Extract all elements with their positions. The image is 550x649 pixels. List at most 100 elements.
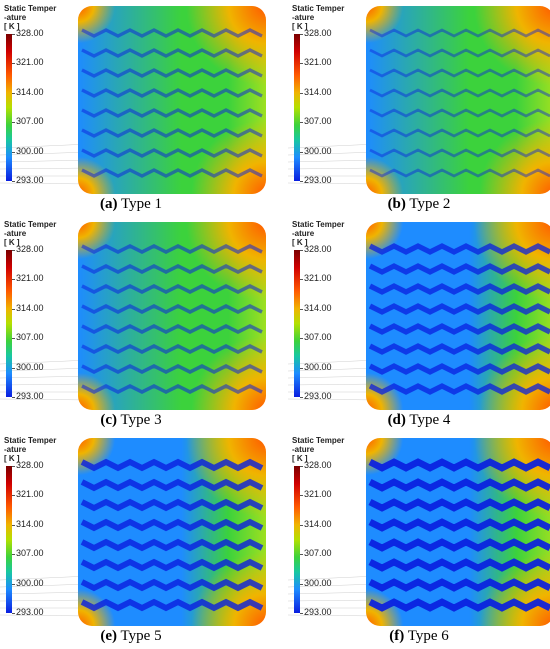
- legend-title: Static Temper -ature[ K ]: [4, 220, 56, 247]
- tick-mark: [12, 367, 15, 369]
- cold-channel: [369, 48, 550, 58]
- grid-line: [0, 383, 90, 386]
- panel-6: Static Temper -ature[ K ] 328.00 321.00 314.…: [288, 432, 550, 645]
- caption-label: Type 3: [120, 412, 162, 428]
- cold-channel: [80, 458, 264, 472]
- cold-channel: [80, 498, 264, 512]
- temperature-contour: [366, 438, 550, 626]
- cold-channel: [81, 88, 263, 98]
- tick-mark: [300, 466, 303, 467]
- legend-title: Static Temper -ature[ K ]: [4, 4, 56, 31]
- tick-label: 328.00: [304, 460, 332, 470]
- tick-label: 307.00: [16, 332, 44, 343]
- tick-mark: [12, 122, 15, 124]
- grid-line: [0, 614, 90, 617]
- tick-label: 307.00: [16, 548, 44, 559]
- legend-title: Static Temper -ature[ K ]: [292, 436, 344, 463]
- cold-channel: [81, 148, 263, 158]
- legend-title-line: -ature: [4, 229, 27, 238]
- tick-label: 314.00: [304, 86, 332, 97]
- color-bar: [6, 466, 12, 613]
- cold-channel: [368, 578, 550, 592]
- caption-letter: (f): [389, 628, 405, 644]
- tick-mark: [12, 613, 15, 614]
- legend-title-line: -ature: [4, 445, 27, 454]
- panel-caption: (b) Type 2: [288, 196, 550, 213]
- tick-mark: [12, 583, 15, 585]
- cold-channel: [368, 383, 550, 395]
- tick-label: 321.00: [16, 273, 44, 284]
- perspective-grid: [0, 143, 90, 185]
- tick-mark: [12, 466, 15, 467]
- panel-caption: (c) Type 3: [0, 412, 262, 429]
- tick-mark: [12, 63, 15, 65]
- grid-line: [0, 367, 90, 372]
- tick-mark: [300, 367, 303, 369]
- tick-label: 328.00: [16, 244, 44, 254]
- tick-mark: [300, 63, 303, 65]
- tick-mark: [300, 338, 303, 340]
- cold-channel: [81, 264, 263, 274]
- tick-mark: [12, 181, 15, 182]
- tick-mark: [300, 308, 303, 310]
- grid-line: [0, 398, 90, 401]
- legend-title-line: -ature: [292, 229, 315, 238]
- tick-mark: [12, 524, 15, 526]
- legend-title-line: [ K ]: [4, 238, 20, 247]
- tick-mark: [12, 554, 15, 556]
- tick-label: 314.00: [304, 518, 332, 529]
- tick-label: 300.00: [304, 577, 332, 588]
- legend-title-line: -ature: [4, 13, 27, 22]
- cold-channel: [80, 518, 264, 532]
- legend-title-line: -ature: [292, 13, 315, 22]
- tick-label: 293.00: [304, 607, 332, 617]
- grid-line: [0, 151, 90, 156]
- grid-line: [0, 159, 90, 163]
- legend-title: Static Temper -ature[ K ]: [4, 436, 56, 463]
- legend-title-line: -ature: [292, 445, 315, 454]
- cold-channel: [81, 128, 263, 138]
- cold-channel: [80, 558, 264, 572]
- tick-mark: [12, 308, 15, 310]
- cold-channel: [81, 168, 263, 178]
- tick-label: 293.00: [16, 175, 44, 185]
- legend-title-line: [ K ]: [4, 22, 20, 31]
- cold-channel: [368, 363, 550, 375]
- grid-line: [288, 367, 378, 372]
- tick-mark: [300, 92, 303, 94]
- legend-title-line: Static Temper: [4, 220, 57, 229]
- caption-letter: (a): [99, 196, 118, 212]
- grid-line: [288, 375, 378, 379]
- grid-line: [0, 182, 90, 185]
- legend-title-line: [ K ]: [292, 454, 308, 463]
- tick-label: 300.00: [16, 145, 44, 156]
- caption-letter: (e): [100, 628, 118, 644]
- temperature-contour: [78, 438, 266, 626]
- cold-channel: [81, 108, 263, 118]
- cold-channel: [369, 148, 550, 158]
- perspective-grid: [0, 575, 90, 617]
- legend-title: Static Temper -ature[ K ]: [292, 220, 344, 247]
- grid-line: [0, 575, 90, 581]
- panel-3: Static Temper -ature[ K ] 328.00 321.00 314.…: [0, 216, 266, 429]
- grid-line: [0, 599, 90, 602]
- cold-channel: [369, 88, 550, 98]
- tick-label: 328.00: [16, 460, 44, 470]
- grid-line: [288, 591, 378, 595]
- panel-caption: (e) Type 5: [0, 628, 262, 645]
- grid-line: [0, 359, 90, 365]
- tick-label: 328.00: [16, 28, 44, 38]
- temperature-contour: [366, 222, 550, 410]
- caption-label: Type 1: [120, 196, 162, 212]
- caption-label: Type 2: [409, 196, 451, 212]
- panel-caption: (f) Type 6: [288, 628, 550, 645]
- panel-4: Static Temper -ature[ K ] 328.00 321.00 314.…: [288, 216, 550, 428]
- caption-label: Type 5: [120, 628, 162, 644]
- grid-line: [288, 398, 378, 401]
- tick-mark: [12, 397, 15, 398]
- tick-label: 307.00: [16, 116, 44, 127]
- tick-mark: [300, 554, 303, 556]
- temperature-contour: [366, 6, 550, 194]
- cold-channel: [81, 324, 263, 334]
- grid-line: [0, 143, 90, 149]
